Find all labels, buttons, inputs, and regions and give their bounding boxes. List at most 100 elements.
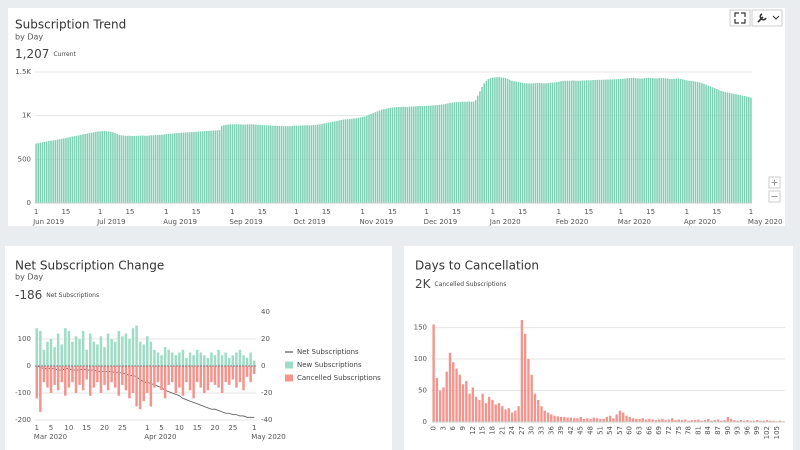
bar xyxy=(113,341,117,366)
bar xyxy=(697,419,700,422)
bar xyxy=(707,85,710,203)
x-tick-label: 75 xyxy=(675,426,683,435)
bar xyxy=(176,133,178,203)
bar xyxy=(607,79,609,203)
bar xyxy=(686,80,688,203)
bar xyxy=(351,118,353,203)
bar xyxy=(611,79,613,203)
bar xyxy=(376,111,379,203)
toolbar xyxy=(729,9,783,203)
bar xyxy=(141,135,144,203)
bar xyxy=(348,118,351,203)
bar xyxy=(325,123,328,203)
bar xyxy=(282,126,285,203)
bar xyxy=(609,79,611,203)
y-tick-label: 0 xyxy=(423,418,427,426)
bar xyxy=(228,357,231,366)
bar xyxy=(302,125,304,203)
bar xyxy=(89,366,92,396)
bar xyxy=(60,366,63,383)
x-tick-label: 27 xyxy=(518,426,526,435)
bar xyxy=(304,125,306,203)
bar xyxy=(103,347,106,366)
legend-label: Net Subscriptions xyxy=(297,348,359,356)
bar xyxy=(742,420,746,422)
bar xyxy=(568,80,571,203)
bar xyxy=(159,134,161,203)
bar xyxy=(772,420,775,422)
bar xyxy=(427,105,430,203)
bar xyxy=(378,110,381,203)
bar xyxy=(203,366,206,393)
bar xyxy=(220,366,224,393)
bar xyxy=(39,142,42,203)
bar xyxy=(214,130,217,203)
bar xyxy=(169,133,172,203)
bar xyxy=(203,131,206,203)
bar xyxy=(342,119,345,203)
bar xyxy=(613,79,616,203)
bar xyxy=(185,366,188,383)
bar xyxy=(146,336,149,366)
bar xyxy=(37,143,39,203)
bar xyxy=(415,106,417,203)
bar xyxy=(299,125,302,203)
bar xyxy=(63,138,65,203)
bar xyxy=(218,130,221,203)
bar xyxy=(314,124,317,203)
fullscreen-button[interactable] xyxy=(729,9,751,27)
bar xyxy=(532,83,535,203)
bar xyxy=(513,81,515,203)
bar xyxy=(398,106,400,203)
bar xyxy=(192,355,195,366)
y-tick-label: -200 xyxy=(15,416,31,424)
x-tick-label: 66 xyxy=(645,425,653,434)
bar xyxy=(692,81,695,203)
bar xyxy=(515,81,517,203)
y-tick-label: -20 xyxy=(261,389,272,397)
bar xyxy=(180,132,182,203)
kpi-value: 1,207 xyxy=(15,47,49,61)
x-tick-label: 69 xyxy=(655,426,663,435)
bar xyxy=(675,78,678,203)
bar xyxy=(726,92,729,203)
bar xyxy=(163,347,167,366)
bar xyxy=(553,415,556,422)
bar xyxy=(73,136,76,203)
bar xyxy=(35,143,37,203)
bar xyxy=(103,366,106,385)
bar xyxy=(245,366,249,377)
bar xyxy=(577,80,579,203)
bar xyxy=(722,91,724,203)
x-tick-label: 1 xyxy=(34,208,38,216)
bar xyxy=(560,81,562,203)
bar xyxy=(739,420,743,422)
bar xyxy=(635,418,638,422)
bar xyxy=(210,130,212,203)
bar xyxy=(479,91,481,203)
x-tick-label: 15 xyxy=(452,208,461,216)
bar xyxy=(404,106,407,203)
bar xyxy=(39,330,42,366)
bar xyxy=(167,349,170,366)
bar xyxy=(67,366,71,388)
chart-title: Days to Cancellation xyxy=(415,259,539,273)
bar xyxy=(224,366,227,383)
bar xyxy=(628,416,631,422)
bar xyxy=(217,366,220,388)
bar xyxy=(49,366,53,393)
chart-subtitle: by Day xyxy=(15,33,43,42)
bar xyxy=(520,320,524,422)
bar xyxy=(263,125,266,203)
bar xyxy=(64,328,67,366)
tools-button[interactable] xyxy=(751,9,783,27)
bar xyxy=(321,123,323,203)
bar xyxy=(634,78,637,203)
bar xyxy=(244,124,246,203)
bar xyxy=(170,366,174,383)
bar xyxy=(238,366,242,383)
y-tick-label: 500 xyxy=(18,155,31,163)
bar xyxy=(519,82,522,203)
bar xyxy=(287,126,289,203)
bar xyxy=(644,419,648,422)
